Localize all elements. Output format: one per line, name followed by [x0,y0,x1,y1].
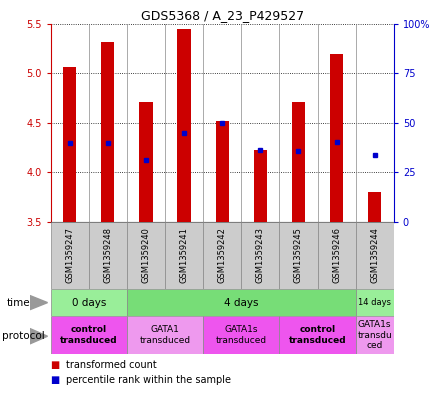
Bar [101,42,114,222]
Bar [89,222,127,289]
Bar [356,222,394,289]
Bar [279,316,356,354]
Bar [127,289,356,316]
Title: GDS5368 / A_23_P429527: GDS5368 / A_23_P429527 [141,9,304,22]
Bar [241,222,279,289]
Bar [165,222,203,289]
Text: GSM1359248: GSM1359248 [103,228,112,283]
Bar [279,222,318,289]
Bar [216,121,229,222]
Bar [318,222,356,289]
Bar [356,289,394,316]
Bar [368,192,381,222]
Text: 14 days: 14 days [358,298,391,307]
Text: GATA1
transduced: GATA1 transduced [139,325,191,345]
Text: percentile rank within the sample: percentile rank within the sample [66,375,231,385]
Text: GSM1359241: GSM1359241 [180,228,189,283]
Bar [51,316,127,354]
Text: 4 days: 4 days [224,298,259,308]
Text: control
transduced: control transduced [289,325,346,345]
Text: GSM1359247: GSM1359247 [65,228,74,283]
Bar [356,316,394,354]
Text: GSM1359240: GSM1359240 [141,228,150,283]
Bar [177,29,191,222]
Bar [51,222,89,289]
Text: GSM1359242: GSM1359242 [218,228,227,283]
Text: GSM1359246: GSM1359246 [332,228,341,283]
Bar [127,316,203,354]
Text: control
transduced: control transduced [60,325,117,345]
Bar [63,67,77,222]
Bar [203,222,241,289]
Text: GATA1s
transduced: GATA1s transduced [216,325,267,345]
Text: transformed count: transformed count [66,360,157,371]
Text: ■: ■ [51,360,60,371]
Bar [330,54,343,222]
Text: time: time [7,298,30,309]
Bar [51,289,127,316]
Text: GSM1359243: GSM1359243 [256,228,265,283]
Text: GSM1359244: GSM1359244 [370,228,379,283]
Bar [127,222,165,289]
Text: GATA1s
transdu
ced: GATA1s transdu ced [357,320,392,350]
Text: ■: ■ [51,375,60,385]
Text: 0 days: 0 days [72,298,106,308]
Bar [292,102,305,222]
Bar [203,316,279,354]
Polygon shape [30,296,48,310]
Bar [253,150,267,222]
Text: protocol: protocol [2,331,45,341]
Bar [139,102,153,222]
Polygon shape [30,329,48,344]
Text: GSM1359245: GSM1359245 [294,228,303,283]
